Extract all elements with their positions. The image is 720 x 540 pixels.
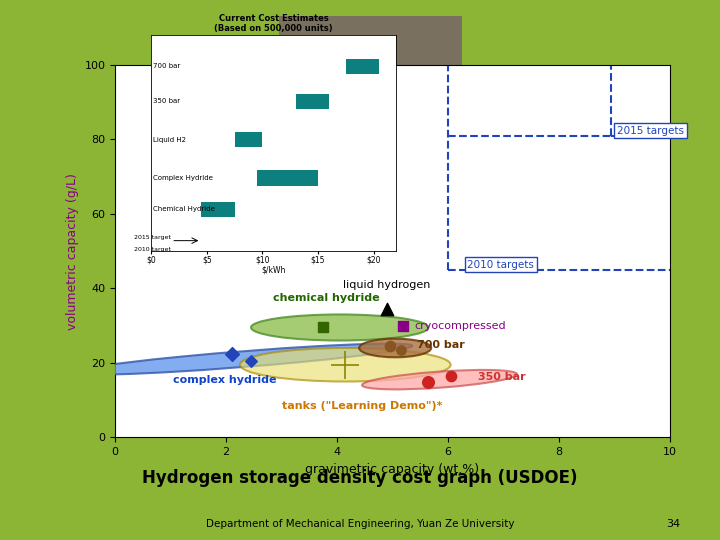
X-axis label: gravimetric capacity (wt.%): gravimetric capacity (wt.%) (305, 463, 480, 476)
Text: Complex Hydride: Complex Hydride (153, 175, 213, 181)
Bar (202, 201, 235, 217)
Text: Hydrogen storage density cost graph (USDOE): Hydrogen storage density cost graph (USD… (143, 469, 577, 487)
Point (246, 357, 257, 366)
Text: 350 bar: 350 bar (153, 98, 181, 104)
Text: Liquid H2: Liquid H2 (153, 137, 186, 143)
Point (423, 377, 434, 386)
Text: complex hydride: complex hydride (174, 375, 277, 386)
Bar (346, 59, 379, 74)
Text: 2015 target: 2015 target (135, 235, 171, 240)
Text: 2010 target: 2010 target (135, 246, 171, 252)
Text: liquid hydrogen: liquid hydrogen (343, 280, 431, 290)
Point (384, 342, 395, 350)
Bar (235, 132, 263, 147)
Text: cryocompressed: cryocompressed (415, 321, 506, 330)
Point (226, 349, 238, 358)
Text: 2010 targets: 2010 targets (467, 260, 534, 270)
Text: 700 bar: 700 bar (418, 340, 465, 350)
Ellipse shape (240, 348, 451, 381)
Title: Current Cost Estimates
(Based on 500,000 units): Current Cost Estimates (Based on 500,000… (215, 14, 333, 33)
Point (397, 321, 409, 330)
Bar (257, 170, 318, 186)
Ellipse shape (73, 343, 413, 375)
Text: 700 bar: 700 bar (153, 64, 181, 70)
Ellipse shape (362, 370, 517, 389)
Point (318, 323, 329, 332)
Text: 2015 targets: 2015 targets (617, 126, 684, 136)
Bar (296, 93, 329, 109)
Point (445, 372, 456, 380)
Point (395, 346, 407, 354)
X-axis label: $/kWh: $/kWh (261, 266, 286, 275)
Text: 350 bar: 350 bar (478, 372, 526, 382)
Text: tanks ("Learning Demo")*: tanks ("Learning Demo")* (282, 401, 442, 411)
Bar (279, 16, 462, 77)
Ellipse shape (251, 314, 428, 341)
Text: 34: 34 (666, 519, 680, 529)
Text: Chemical Hydride: Chemical Hydride (153, 206, 215, 212)
Point (381, 305, 392, 313)
Text: Department of Mechanical Engineering, Yuan Ze University: Department of Mechanical Engineering, Yu… (206, 519, 514, 529)
Text: chemical hydride: chemical hydride (273, 293, 380, 303)
Y-axis label: volumetric capacity (g/L): volumetric capacity (g/L) (66, 173, 79, 329)
Ellipse shape (359, 339, 431, 357)
